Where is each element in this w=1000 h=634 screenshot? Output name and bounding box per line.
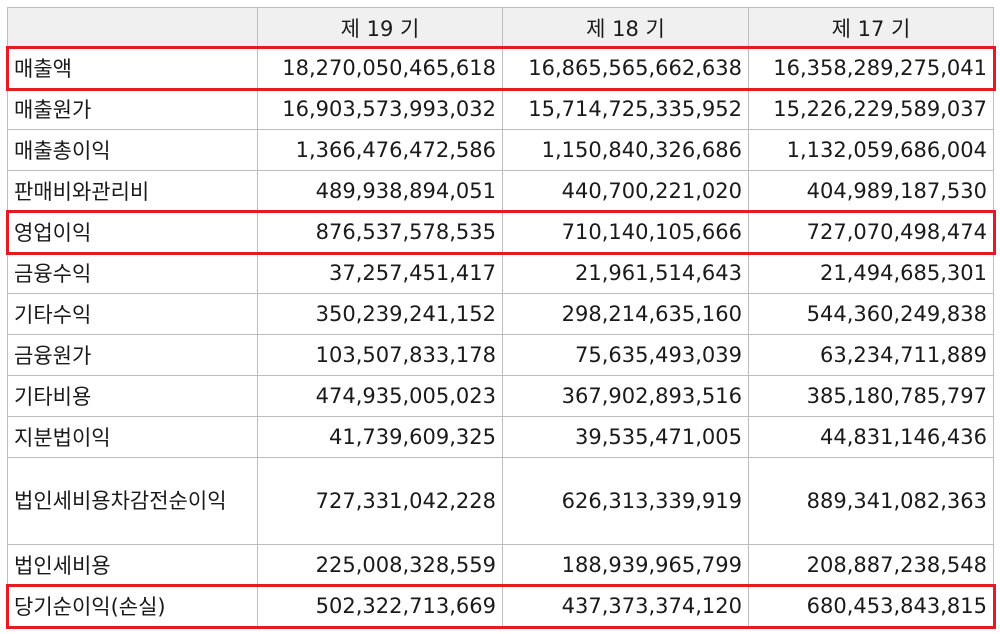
- header-cell-period-18: 제 18 기: [502, 7, 749, 48]
- value-cell: 39,535,471,005: [502, 416, 749, 458]
- value-cell: 1,150,840,326,686: [502, 129, 749, 171]
- value-cell: 626,313,339,919: [502, 457, 749, 545]
- value-cell: 225,008,328,559: [257, 544, 503, 586]
- value-cell: 350,239,241,152: [257, 293, 503, 335]
- table-row: 매출총이익 1,366,476,472,586 1,150,840,326,68…: [7, 129, 994, 171]
- value-cell: 437,373,374,120: [502, 585, 749, 627]
- row-label: 매출원가: [7, 88, 258, 130]
- value-cell: 489,938,894,051: [257, 170, 503, 212]
- row-label: 매출총이익: [7, 129, 258, 171]
- row-label: 지분법이익: [7, 416, 258, 458]
- value-cell: 21,961,514,643: [502, 252, 749, 294]
- header-row: 제 19 기 제 18 기 제 17 기: [7, 7, 994, 48]
- value-cell: 876,537,578,535: [257, 211, 503, 253]
- value-cell: 188,939,965,799: [502, 544, 749, 586]
- table-row: 판매비와관리비 489,938,894,051 440,700,221,020 …: [7, 170, 994, 212]
- value-cell: 710,140,105,666: [502, 211, 749, 253]
- value-cell: 727,070,498,474: [748, 211, 994, 253]
- header-cell-label: [7, 7, 258, 48]
- table-row: 매출원가 16,903,573,993,032 15,714,725,335,9…: [7, 88, 994, 130]
- income-statement-table: 제 19 기 제 18 기 제 17 기 매출액 18,270,050,465,…: [7, 7, 994, 627]
- value-cell: 75,635,493,039: [502, 334, 749, 376]
- row-label: 금융수익: [7, 252, 258, 294]
- value-cell: 63,234,711,889: [748, 334, 994, 376]
- value-cell: 385,180,785,797: [748, 375, 994, 417]
- table-row: 법인세비용차감전순이익 727,331,042,228 626,313,339,…: [7, 457, 994, 545]
- value-cell: 367,902,893,516: [502, 375, 749, 417]
- row-label: 영업이익: [7, 211, 258, 253]
- value-cell: 474,935,005,023: [257, 375, 503, 417]
- table-row: 당기순이익(손실) 502,322,713,669 437,373,374,12…: [7, 585, 994, 627]
- table-row: 기타수익 350,239,241,152 298,214,635,160 544…: [7, 293, 994, 335]
- value-cell: 440,700,221,020: [502, 170, 749, 212]
- value-cell: 404,989,187,530: [748, 170, 994, 212]
- row-label: 매출액: [7, 47, 258, 89]
- value-cell: 41,739,609,325: [257, 416, 503, 458]
- row-label: 기타수익: [7, 293, 258, 335]
- table-row: 법인세비용 225,008,328,559 188,939,965,799 20…: [7, 544, 994, 586]
- value-cell: 727,331,042,228: [257, 457, 503, 545]
- header-cell-period-19: 제 19 기: [257, 7, 503, 48]
- table-row: 금융원가 103,507,833,178 75,635,493,039 63,2…: [7, 334, 994, 376]
- value-cell: 21,494,685,301: [748, 252, 994, 294]
- table-row: 기타비용 474,935,005,023 367,902,893,516 385…: [7, 375, 994, 417]
- row-label: 판매비와관리비: [7, 170, 258, 212]
- table-row: 금융수익 37,257,451,417 21,961,514,643 21,49…: [7, 252, 994, 294]
- value-cell: 16,865,565,662,638: [502, 47, 749, 89]
- value-cell: 37,257,451,417: [257, 252, 503, 294]
- value-cell: 103,507,833,178: [257, 334, 503, 376]
- value-cell: 208,887,238,548: [748, 544, 994, 586]
- table-row: 지분법이익 41,739,609,325 39,535,471,005 44,8…: [7, 416, 994, 458]
- value-cell: 544,360,249,838: [748, 293, 994, 335]
- row-label: 법인세비용: [7, 544, 258, 586]
- row-label: 금융원가: [7, 334, 258, 376]
- value-cell: 44,831,146,436: [748, 416, 994, 458]
- value-cell: 1,132,059,686,004: [748, 129, 994, 171]
- header-cell-period-17: 제 17 기: [748, 7, 994, 48]
- value-cell: 889,341,082,363: [748, 457, 994, 545]
- table-row: 영업이익 876,537,578,535 710,140,105,666 727…: [7, 211, 994, 253]
- value-cell: 15,226,229,589,037: [748, 88, 994, 130]
- value-cell: 502,322,713,669: [257, 585, 503, 627]
- value-cell: 298,214,635,160: [502, 293, 749, 335]
- value-cell: 15,714,725,335,952: [502, 88, 749, 130]
- table-row: 매출액 18,270,050,465,618 16,865,565,662,63…: [7, 47, 994, 89]
- row-label: 당기순이익(손실): [7, 585, 258, 627]
- value-cell: 16,903,573,993,032: [257, 88, 503, 130]
- row-label: 법인세비용차감전순이익: [7, 457, 258, 545]
- value-cell: 18,270,050,465,618: [257, 47, 503, 89]
- row-label: 기타비용: [7, 375, 258, 417]
- value-cell: 16,358,289,275,041: [748, 47, 994, 89]
- value-cell: 680,453,843,815: [748, 585, 994, 627]
- value-cell: 1,366,476,472,586: [257, 129, 503, 171]
